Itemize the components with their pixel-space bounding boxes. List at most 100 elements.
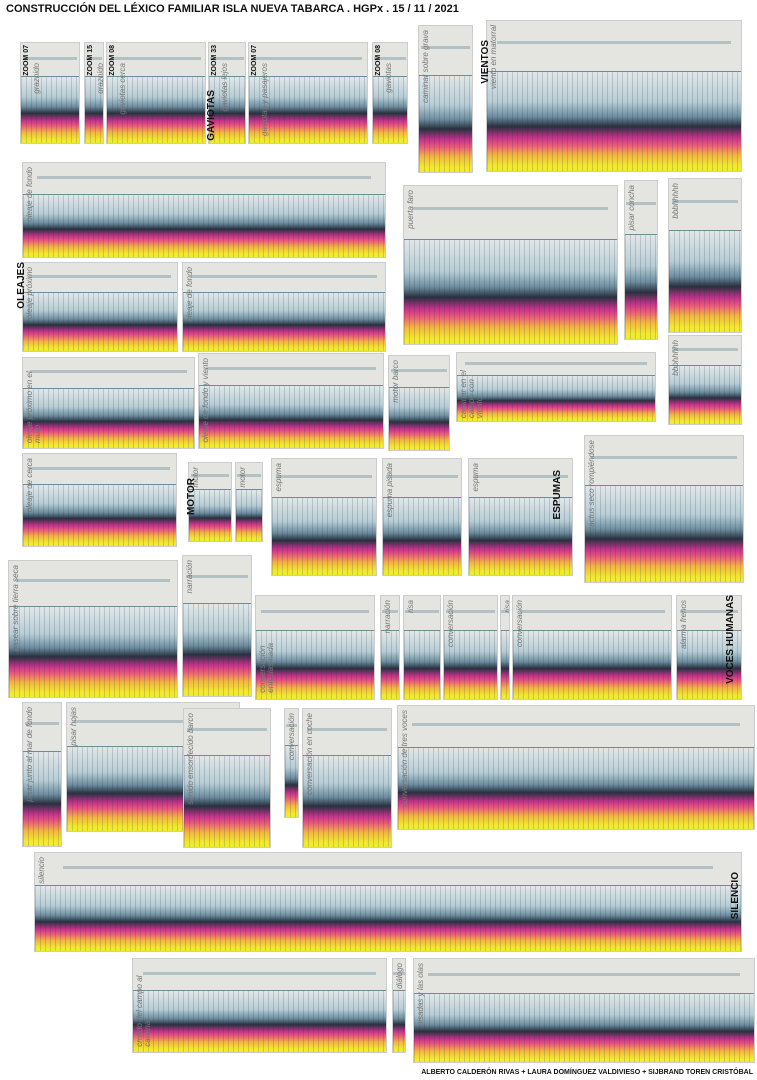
divider-line [457,375,655,377]
waveform [412,207,609,211]
spectrogram-panel: pasear sobre tierra seca [8,560,178,698]
spectrogram-panel: conversación [512,595,672,700]
waveform-area [383,459,461,499]
divider-line [669,364,741,366]
spectrogram [398,747,754,829]
spectrogram [381,631,399,699]
waveform [73,720,233,724]
divider-line [236,488,262,490]
waveform-area [393,959,405,991]
title: CONSTRUCCIÓN DEL LÉXICO FAMILIAR ISLA NU… [6,3,459,15]
spectrogram [389,387,449,450]
spectrogram [469,498,572,575]
zoom-label: ZOOM 33 [211,45,218,76]
spectrogram-panel: silencio [34,852,742,952]
spectrogram [414,994,754,1062]
waveform [15,579,171,583]
panel-label: pisar concha [627,185,636,231]
panel-label: caminar sobre grava [421,30,430,103]
panel-label: conversación entusiasmada [258,642,275,693]
spectrogram-panel: puerta faro [403,185,618,345]
spectrogram-panel: oleaje próximo en el muro [22,357,195,449]
waveform [497,41,731,45]
zoom-label: ZOOM 08 [375,45,382,76]
spectrogram [189,489,231,541]
divider-line [487,71,741,72]
waveform [464,362,648,366]
waveform-area [487,21,741,72]
spectrogram [133,990,386,1052]
spectrogram [393,990,405,1052]
waveform [23,56,77,60]
waveform-area [513,596,671,632]
waveform [185,575,249,579]
waveform [386,474,458,478]
waveform [63,866,713,870]
section-label: VOCES HUMANAS [725,595,736,684]
waveform [29,370,188,374]
panel-label: conversación en coche [305,713,314,795]
spectrogram-panel: sonido ensordecido barco [183,708,271,848]
waveform [671,199,739,203]
waveform-area [669,336,741,366]
divider-line [9,606,177,608]
panel-label: graznido [32,63,41,94]
spectrogram [23,292,177,351]
section-label: OLEAJES [16,262,27,309]
waveform-area [23,263,177,293]
panel-label: silencio [37,857,46,884]
waveform [210,56,244,60]
waveform [285,723,298,727]
waveform-area [398,706,754,748]
waveform-area [9,561,177,608]
spectrogram-panel: conversación entusiasmada [255,595,375,700]
panel-label: crujido del campo al caminar [135,975,152,1047]
waveform [206,366,376,370]
waveform-area [184,709,270,756]
divider-line [183,602,251,604]
waveform-area [256,596,374,632]
spectrogram [9,607,177,697]
panel-label: graznido [96,63,104,94]
panel-label: risa [503,600,510,613]
spectrogram [669,231,741,332]
panel-label: oleaje de cerca [25,458,34,513]
divider-line [67,745,239,747]
spectrogram [23,485,176,546]
spectrogram [107,77,205,143]
spectrogram [23,751,61,846]
spectrogram [285,745,298,817]
spectrogram-panel: crujido del campo al caminar [132,958,387,1053]
panel-label: bbbhhhhh [671,183,680,219]
divider-line [189,488,231,490]
spectrogram-panel: oleaje próximo [22,262,178,352]
spectrogram-panel: risa [403,595,441,700]
divider-line [23,484,176,486]
panel-label: espuma [471,463,480,492]
panel-label: pisar junto al mar de fondo [25,707,34,802]
spectrogram [404,631,440,699]
panel-label: risa [406,600,415,613]
spectrogram-panel: bbbhhhhh [668,178,742,333]
divider-line [444,630,497,632]
spectrogram-panel: ZOOM 33 gaviotas lejos [208,42,246,144]
waveform-area [373,43,407,77]
spectrogram [513,631,671,699]
divider-line [23,750,61,752]
spectrogram-panel: caminar sobre grava [418,25,473,173]
divider-line [625,233,657,235]
waveform [501,610,509,613]
spectrogram-panel: ZOOM 07 graznido [20,42,80,144]
section-label: ESPUMAS [552,470,563,520]
waveform [306,727,388,731]
spectrogram [85,77,103,143]
waveform-area [404,596,440,632]
divider-line [209,76,245,77]
waveform [190,473,230,477]
spectrogram-panel: ZOOM 15 graznido [84,42,104,144]
spectrogram [184,755,270,847]
spectrogram [183,292,385,351]
section-label: GAVIOTAS [206,90,217,141]
zoom-label: ZOOM 08 [109,45,116,76]
